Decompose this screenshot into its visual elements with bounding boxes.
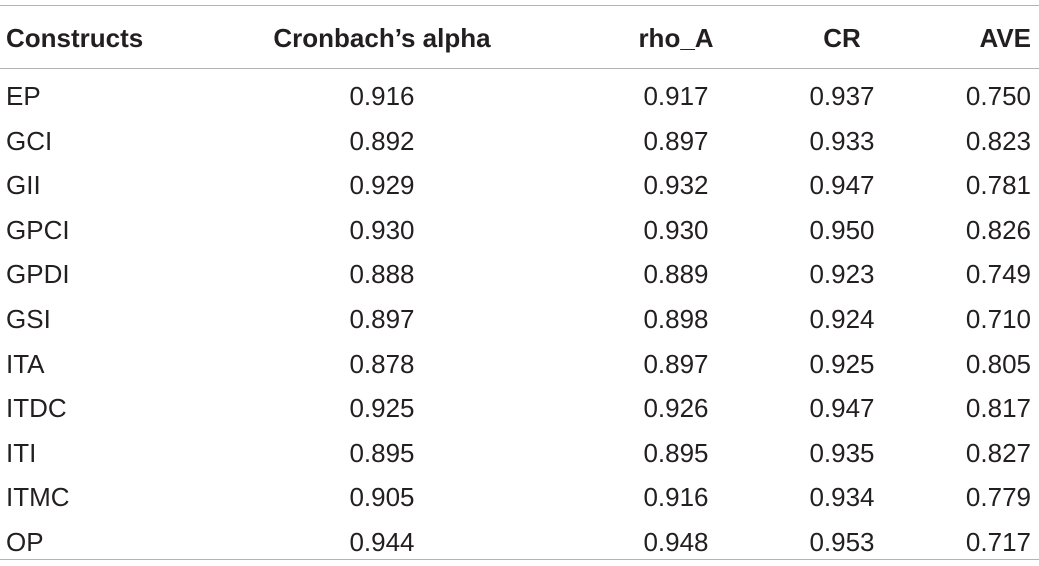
cell-rho-a: 0.889 <box>643 259 709 290</box>
header-constructs: Constructs <box>6 23 144 53</box>
cell-cronbachs-alpha: 0.892 <box>349 125 415 156</box>
cell-rho-a: 0.916 <box>643 482 709 513</box>
cell-construct: GPCI <box>6 214 70 245</box>
cell-cronbachs-alpha: 0.888 <box>349 259 415 290</box>
table-row: OP 0.944 0.948 0.953 0.717 <box>0 520 1039 564</box>
cell-rho-a: 0.895 <box>643 437 709 468</box>
table-row: EP 0.916 0.917 0.937 0.750 <box>0 74 1039 118</box>
cell-cr: 0.925 <box>809 348 875 379</box>
header-ave: AVE <box>979 23 1031 53</box>
table-row: ITMC 0.905 0.916 0.934 0.779 <box>0 475 1039 519</box>
cell-cronbachs-alpha: 0.895 <box>349 437 415 468</box>
cell-cr: 0.937 <box>809 81 875 111</box>
cell-construct: OP <box>6 527 44 557</box>
cell-construct: ITDC <box>6 393 67 424</box>
cell-ave: 0.827 <box>965 437 1031 468</box>
cell-cr: 0.947 <box>809 393 875 424</box>
cell-cr: 0.953 <box>809 527 875 557</box>
cell-construct: EP <box>6 81 41 111</box>
cell-rho-a: 0.926 <box>643 393 709 424</box>
cell-cr: 0.924 <box>809 304 875 334</box>
table-row: ITI 0.895 0.895 0.935 0.827 <box>0 431 1039 475</box>
table-row: GPDI 0.888 0.889 0.923 0.749 <box>0 252 1039 296</box>
cell-ave: 0.817 <box>965 393 1031 424</box>
cell-cronbachs-alpha: 0.930 <box>349 214 415 245</box>
cell-ave: 0.749 <box>965 259 1031 290</box>
cell-ave: 0.717 <box>965 527 1031 557</box>
cell-construct: ITI <box>6 437 37 468</box>
cell-cr: 0.933 <box>809 125 875 156</box>
table-top-rule <box>0 5 1039 6</box>
table-bottom-rule <box>0 559 1039 560</box>
cell-cronbachs-alpha: 0.878 <box>349 348 415 379</box>
cell-ave: 0.781 <box>965 170 1031 201</box>
cell-cronbachs-alpha: 0.944 <box>349 527 415 557</box>
table-row: GII 0.929 0.932 0.947 0.781 <box>0 163 1039 207</box>
cell-cronbachs-alpha: 0.929 <box>349 170 415 201</box>
header-cr: CR <box>823 23 861 53</box>
cell-rho-a: 0.898 <box>643 304 709 334</box>
cell-ave: 0.823 <box>965 125 1031 156</box>
cell-construct: GSI <box>6 304 51 334</box>
cell-cronbachs-alpha: 0.897 <box>349 304 415 334</box>
table-header-rule <box>0 68 1039 69</box>
table-row: ITA 0.878 0.897 0.925 0.805 <box>0 342 1039 386</box>
table-row: ITDC 0.925 0.926 0.947 0.817 <box>0 386 1039 430</box>
cell-ave: 0.826 <box>965 214 1031 245</box>
cell-ave: 0.750 <box>965 81 1031 111</box>
cell-construct: ITMC <box>6 482 70 513</box>
cell-construct: GCI <box>6 125 53 156</box>
cell-construct: GII <box>6 170 41 201</box>
header-rho-a: rho_A <box>638 23 714 53</box>
cell-ave: 0.710 <box>965 304 1031 334</box>
table-row: GCI 0.892 0.897 0.933 0.823 <box>0 119 1039 163</box>
cell-cr: 0.950 <box>809 214 875 245</box>
cell-cr: 0.934 <box>809 482 875 513</box>
table-row: GPCI 0.930 0.930 0.950 0.826 <box>0 208 1039 252</box>
cell-construct: ITA <box>6 348 45 379</box>
cell-rho-a: 0.897 <box>643 348 709 379</box>
cell-cronbachs-alpha: 0.916 <box>349 81 415 111</box>
cell-ave: 0.779 <box>965 482 1031 513</box>
cell-rho-a: 0.930 <box>643 214 709 245</box>
cell-cronbachs-alpha: 0.925 <box>349 393 415 424</box>
table-row: GSI 0.897 0.898 0.924 0.710 <box>0 297 1039 341</box>
cell-cr: 0.935 <box>809 437 875 468</box>
cell-cr: 0.947 <box>809 170 875 201</box>
cell-ave: 0.805 <box>965 348 1031 379</box>
header-cronbachs-alpha: Cronbach’s alpha <box>273 23 491 53</box>
cell-rho-a: 0.897 <box>643 125 709 156</box>
cell-rho-a: 0.948 <box>643 527 709 557</box>
cell-cr: 0.923 <box>809 259 875 290</box>
table-header-row: Constructs Cronbach’s alpha rho_A CR AVE <box>0 14 1039 62</box>
cell-cronbachs-alpha: 0.905 <box>349 482 415 513</box>
cell-construct: GPDI <box>6 259 70 290</box>
cell-rho-a: 0.932 <box>643 170 709 201</box>
cell-rho-a: 0.917 <box>643 81 709 111</box>
